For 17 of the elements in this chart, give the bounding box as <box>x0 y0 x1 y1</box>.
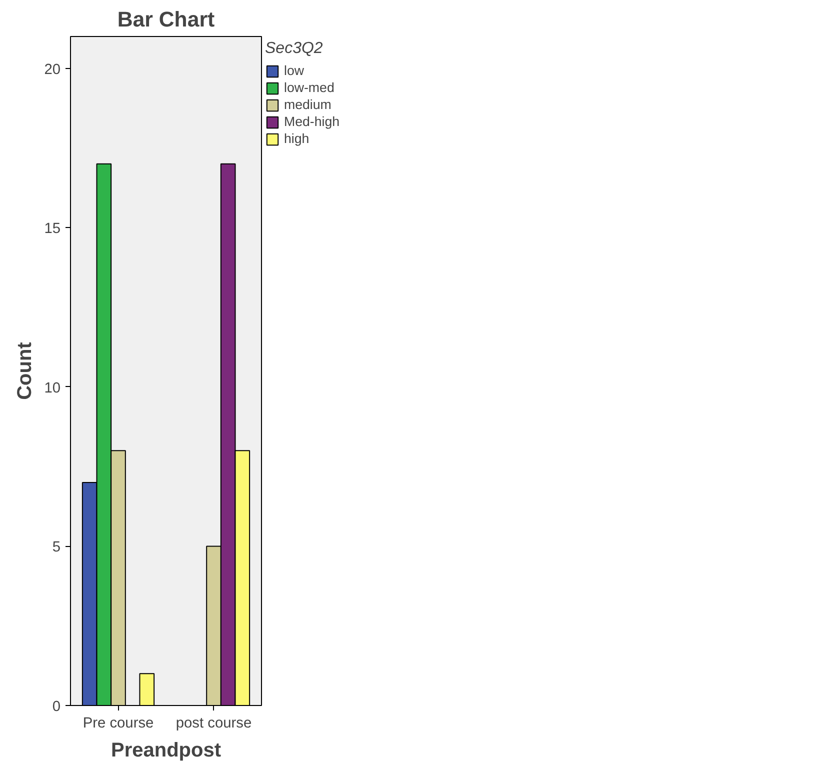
chart-title: Bar Chart <box>117 8 215 32</box>
y-tick-label: 20 <box>44 62 61 78</box>
legend-label: low-med <box>284 80 334 95</box>
legend-label: medium <box>284 97 332 112</box>
y-tick-label: 15 <box>44 221 61 238</box>
y-tick-label: 5 <box>52 540 61 556</box>
legend-title: Sec3Q2 <box>265 40 324 58</box>
x-tick-label: Pre course <box>82 716 154 732</box>
legend-label: Med-high <box>284 114 340 129</box>
y-axis-title: Count <box>14 342 36 400</box>
y-tick-label: 10 <box>44 380 61 396</box>
x-axis-title: Preandpost <box>110 740 222 762</box>
y-tick-label: 0 <box>52 699 61 715</box>
bar <box>139 673 155 706</box>
x-tick-label: post course <box>176 716 252 732</box>
legend-label: low <box>284 63 304 78</box>
legend-label: high <box>284 131 310 146</box>
